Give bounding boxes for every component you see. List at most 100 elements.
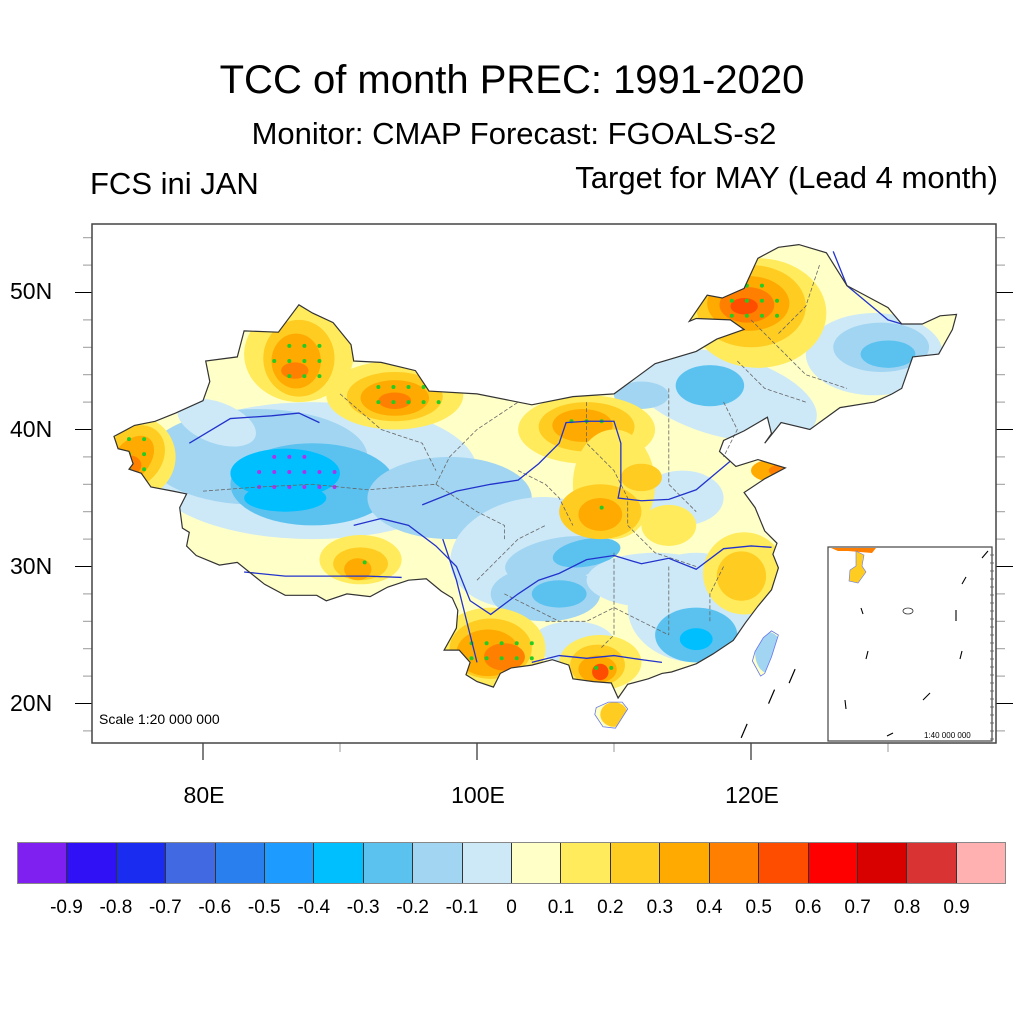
colorbar-swatch [166, 843, 216, 883]
province-border [586, 402, 629, 526]
colorbar-label: -0.7 [148, 897, 182, 918]
significance-dot [514, 656, 519, 661]
significance-dot [391, 385, 396, 390]
significance-dot [529, 641, 534, 646]
colorbar-label: -0.6 [198, 897, 232, 918]
significance-dot [142, 467, 147, 472]
colorbar [17, 842, 1006, 884]
province-border [600, 552, 615, 649]
significance-dot [302, 359, 307, 363]
significance-dot [287, 343, 292, 348]
china-border [113, 243, 958, 700]
significance-dot [142, 437, 147, 442]
inset-dash-marker [860, 607, 864, 615]
province-border [627, 525, 697, 567]
chart-subtitle: Monitor: CMAP Forecast: FGOALS-s2 [251, 116, 777, 151]
colorbar-swatch [512, 843, 562, 883]
colorbar-label: 0.1 [547, 897, 575, 918]
significance-dot [376, 400, 381, 405]
significance-dot [499, 656, 504, 661]
colorbar-swatch [363, 843, 414, 883]
colorbar-swatch [413, 843, 463, 883]
significance-dot [287, 485, 292, 490]
colorbar-swatch [116, 843, 167, 883]
axis-ticks [75, 237, 1013, 760]
colorbar-swatch [67, 843, 117, 883]
significance-dot [272, 359, 277, 363]
inset-dash-marker [959, 650, 963, 660]
significance-dot [421, 385, 426, 390]
tcc-contour [730, 297, 758, 315]
colorbar-swatch [857, 843, 908, 883]
colorbar-swatch [759, 843, 809, 883]
province-border [737, 360, 806, 403]
significance-dot [257, 469, 262, 474]
significance-dot [484, 656, 489, 661]
province-border [750, 319, 848, 389]
significance-dot [499, 641, 504, 646]
y-tick-label: 30N [10, 553, 53, 579]
significance-dot [406, 400, 411, 405]
significance-dot [272, 469, 277, 474]
scale-label: Scale 1:20 000 000 [99, 711, 220, 727]
tcc-contour [860, 340, 916, 368]
tcc-contour [552, 408, 613, 442]
river [531, 654, 663, 664]
significance-dot [302, 454, 307, 459]
colorbar-swatch [265, 843, 315, 883]
significance-dot [775, 313, 780, 318]
tcc-contour [531, 580, 587, 608]
target-label: Target for MAY (Lead 4 month) [575, 160, 998, 195]
colorbar-label: 0.8 [893, 897, 921, 918]
y-tick-label: 20N [10, 690, 53, 716]
province-border [778, 264, 820, 334]
significance-dot [302, 485, 307, 490]
islands [594, 630, 796, 739]
dash-line-marker [767, 689, 776, 704]
river [832, 251, 902, 325]
colorbar-swatch [808, 843, 858, 883]
tcc-contour [716, 551, 767, 601]
province-border [723, 401, 738, 458]
significance-dot [759, 283, 764, 288]
tcc-contour [614, 381, 669, 409]
inset-reef [902, 607, 914, 615]
rivers [188, 251, 902, 664]
hainan-outline [594, 701, 629, 729]
colorbar-label: -0.1 [445, 897, 479, 918]
colorbar-swatch [660, 843, 710, 883]
colorbar-label: -0.2 [396, 897, 429, 918]
map-plot [75, 223, 1013, 760]
significance-dot [317, 469, 322, 474]
significance-dot [317, 374, 322, 379]
tcc-contour [679, 628, 713, 651]
significance-dot [287, 454, 292, 459]
x-tick-label: 100E [451, 782, 505, 808]
significance-dot [421, 400, 426, 405]
tcc-contour [244, 484, 327, 512]
significance-dot [317, 485, 322, 490]
colorbar-swatch [610, 843, 661, 883]
x-tick-label: 120E [725, 782, 779, 808]
y-tick-label: 40N [10, 416, 53, 442]
init-label: FCS ini JAN [90, 166, 259, 201]
river [188, 412, 320, 444]
colorbar-label: 0.4 [696, 897, 723, 918]
inset-dash-marker [886, 732, 894, 737]
significance-dot [332, 485, 337, 490]
tcc-contour [271, 333, 321, 389]
colorbar-label: -0.8 [99, 897, 133, 918]
significance-dot [127, 437, 132, 442]
province-border [476, 525, 546, 581]
province-border [668, 388, 697, 512]
inset-hainan [848, 550, 867, 584]
significance-dot [287, 374, 292, 379]
significance-dot [317, 343, 322, 348]
colorbar-swatch [907, 843, 957, 883]
significance-dot [376, 385, 381, 390]
inset-coast [831, 548, 876, 553]
colorbar-label: 0.3 [646, 897, 674, 918]
province-border [545, 607, 669, 636]
inset-dash-marker [865, 650, 869, 660]
significance-dot [272, 485, 277, 490]
